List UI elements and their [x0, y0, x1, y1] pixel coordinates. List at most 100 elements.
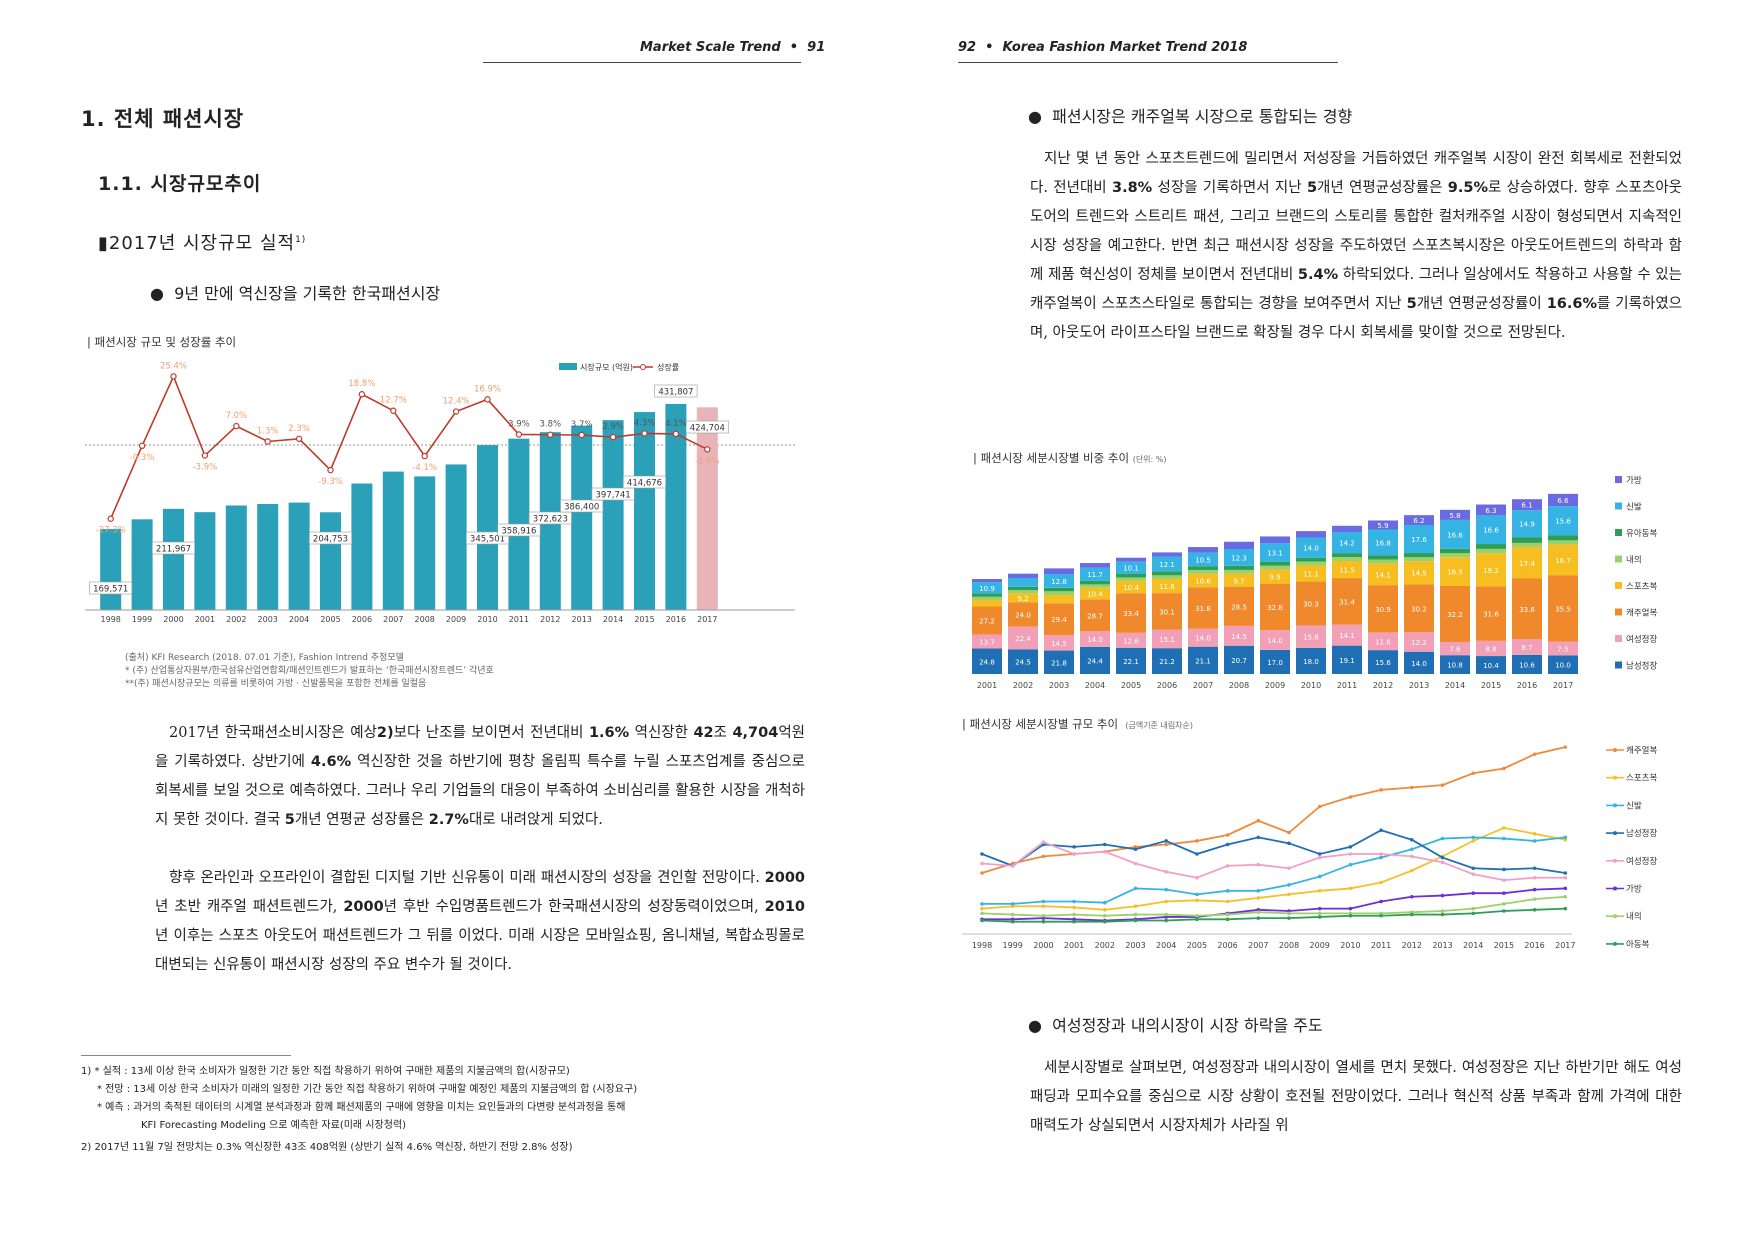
stack-2005-내의: [1116, 577, 1146, 581]
stack-label-2017-가방: 6.6: [1557, 497, 1569, 505]
growth-label-1998: -27.3%: [96, 526, 126, 536]
x-tick-2005: 2005: [320, 615, 340, 624]
point-여성정장-2012: [1410, 854, 1414, 859]
growth-point-1999: [138, 442, 146, 450]
footnote-1c: * 예측 : 과거의 축적된 데이터의 시계열 분석과정과 함께 패션제품의 구…: [97, 1102, 626, 1113]
stack-label-2001-캐주얼복: 27.2: [979, 617, 995, 625]
x-tick-2010: 2010: [477, 615, 497, 624]
stack-2007-남성정장: [1188, 646, 1218, 674]
line-캐주얼복: [981, 746, 1566, 874]
point-여성정장-2004: [1164, 870, 1168, 874]
point-스포츠복-2003: [1133, 904, 1138, 909]
point-여성정장-2009: [1317, 855, 1322, 860]
point-아동복-2014: [1471, 911, 1475, 916]
stack-2010-스포츠복: [1296, 565, 1326, 582]
bar-2003: [257, 504, 279, 610]
point-스포츠복-2007: [1256, 896, 1261, 900]
point-아동복-2016: [1532, 908, 1537, 912]
stack-label-2016-스포츠복: 17.4: [1519, 560, 1535, 568]
stack-label-2001-신발: 10.9: [979, 585, 995, 593]
point-내의-2008: [1287, 911, 1291, 916]
point-캐주얼복-2009: [1317, 804, 1322, 809]
bar-2006: [351, 483, 373, 610]
stack-2016-스포츠복: [1512, 547, 1542, 579]
x-tick-2002: 2002: [1013, 681, 1033, 690]
growth-label-2010: 16.9%: [474, 384, 501, 394]
x-tick-2001: 2001: [195, 615, 215, 624]
stack-label-2008-여성정장: 14.5: [1231, 633, 1247, 641]
stack-label-2012-남성정장: 15.6: [1375, 659, 1391, 667]
legend-label-유아동복: 유아동복: [1626, 528, 1657, 539]
point-캐주얼복-2017: [1563, 745, 1568, 749]
bullet-heading-right-2: ● 여성정장과 내의시장이 시장 하락을 주도: [1028, 1016, 1323, 1035]
point-여성정장-2003: [1133, 861, 1138, 866]
stack-label-2014-남성정장: 10.8: [1447, 662, 1463, 670]
growth-point-2013: [578, 431, 585, 439]
footnote-rule: [81, 1055, 291, 1056]
stack-label-2007-여성정장: 14.0: [1195, 635, 1211, 643]
subsection-title: 1.1. 시장규모추이: [98, 173, 262, 195]
bar-label-2011: 358,916: [501, 527, 536, 537]
stack-2012-여성정장: [1368, 632, 1398, 651]
x-tick-2006: 2006: [1157, 681, 1177, 690]
bar-label-box-1998: [89, 581, 133, 595]
x-tick-2010: 2010: [1340, 941, 1360, 950]
growth-point-2014: [609, 433, 617, 441]
legend-label-아동복: 아동복: [1626, 939, 1650, 950]
stack-label-2013-캐주얼복: 30.2: [1411, 605, 1427, 613]
stack-2001-남성정장: [972, 648, 1002, 674]
point-캐주얼복-2016: [1532, 752, 1537, 757]
stack-label-2006-여성정장: 15.1: [1159, 636, 1175, 644]
growth-label-2006: 18.8%: [348, 379, 375, 389]
point-스포츠복-2005: [1195, 898, 1199, 903]
point-아동복-2003: [1133, 918, 1138, 923]
line-내의: [981, 895, 1566, 917]
x-tick-2014: 2014: [1445, 681, 1465, 690]
legend-label-가방: 가방: [1626, 884, 1642, 895]
stack-2013-스포츠복: [1404, 561, 1434, 585]
bar-2004: [288, 502, 310, 610]
growth-point-2003: [264, 438, 271, 445]
bar-2016: [665, 403, 687, 610]
stack-label-2014-여성정장: 7.6: [1449, 646, 1461, 654]
point-가방-2016: [1532, 887, 1537, 892]
point-내의-2016: [1532, 897, 1537, 901]
stack-label-2017-여성정장: 7.5: [1557, 645, 1568, 653]
footnote-1d: KFI Forecasting Modeling 으로 예측한 자료(미래 시장…: [141, 1120, 407, 1131]
x-tick-2014: 2014: [1463, 941, 1483, 950]
line-가방: [982, 887, 1566, 922]
growth-point-2002: [233, 422, 240, 430]
stack-2017-남성정장: [1548, 655, 1578, 674]
x-tick-2006: 2006: [1217, 941, 1237, 950]
point-스포츠복-2004: [1164, 899, 1168, 904]
x-tick-2017: 2017: [697, 615, 717, 624]
stack-2011-남성정장: [1332, 645, 1362, 674]
point-스포츠복-2009: [1317, 889, 1322, 893]
point-신발-1999: [1010, 902, 1015, 906]
stack-2007-내의: [1188, 569, 1218, 574]
growth-label-2015: 4.3%: [634, 418, 656, 428]
stack-2014-캐주얼복: [1440, 585, 1470, 642]
stack-2011-가방: [1332, 525, 1362, 533]
x-tick-2007: 2007: [1193, 681, 1213, 690]
stack-label-2007-남성정장: 21.1: [1195, 657, 1211, 665]
legend-marker-아동복: [1613, 941, 1617, 946]
x-tick-2003: 2003: [1125, 941, 1145, 950]
bar-label-2000: 211,967: [156, 545, 191, 555]
stack-2012-남성정장: [1368, 650, 1398, 674]
stack-2011-여성정장: [1332, 624, 1362, 646]
stack-2013-신발: [1404, 525, 1434, 554]
bar-label-box-2014: [591, 487, 635, 501]
point-아동복-2017: [1563, 906, 1568, 911]
legend-marker-남성정장: [1613, 831, 1617, 836]
stack-2006-유아동복: [1152, 571, 1182, 576]
stack-2008-캐주얼복: [1224, 586, 1254, 626]
stack-label-2005-스포츠복: 10.4: [1123, 584, 1139, 592]
stack-2010-신발: [1296, 537, 1326, 558]
legend-label-growth: 성장률: [657, 362, 679, 372]
stack-label-2003-신발: 12.8: [1051, 578, 1067, 586]
stack-label-2016-캐주얼복: 33.6: [1519, 606, 1535, 614]
point-신발-2015: [1502, 836, 1506, 841]
stack-2013-남성정장: [1404, 651, 1434, 674]
stack-2001-신발: [972, 582, 1002, 594]
